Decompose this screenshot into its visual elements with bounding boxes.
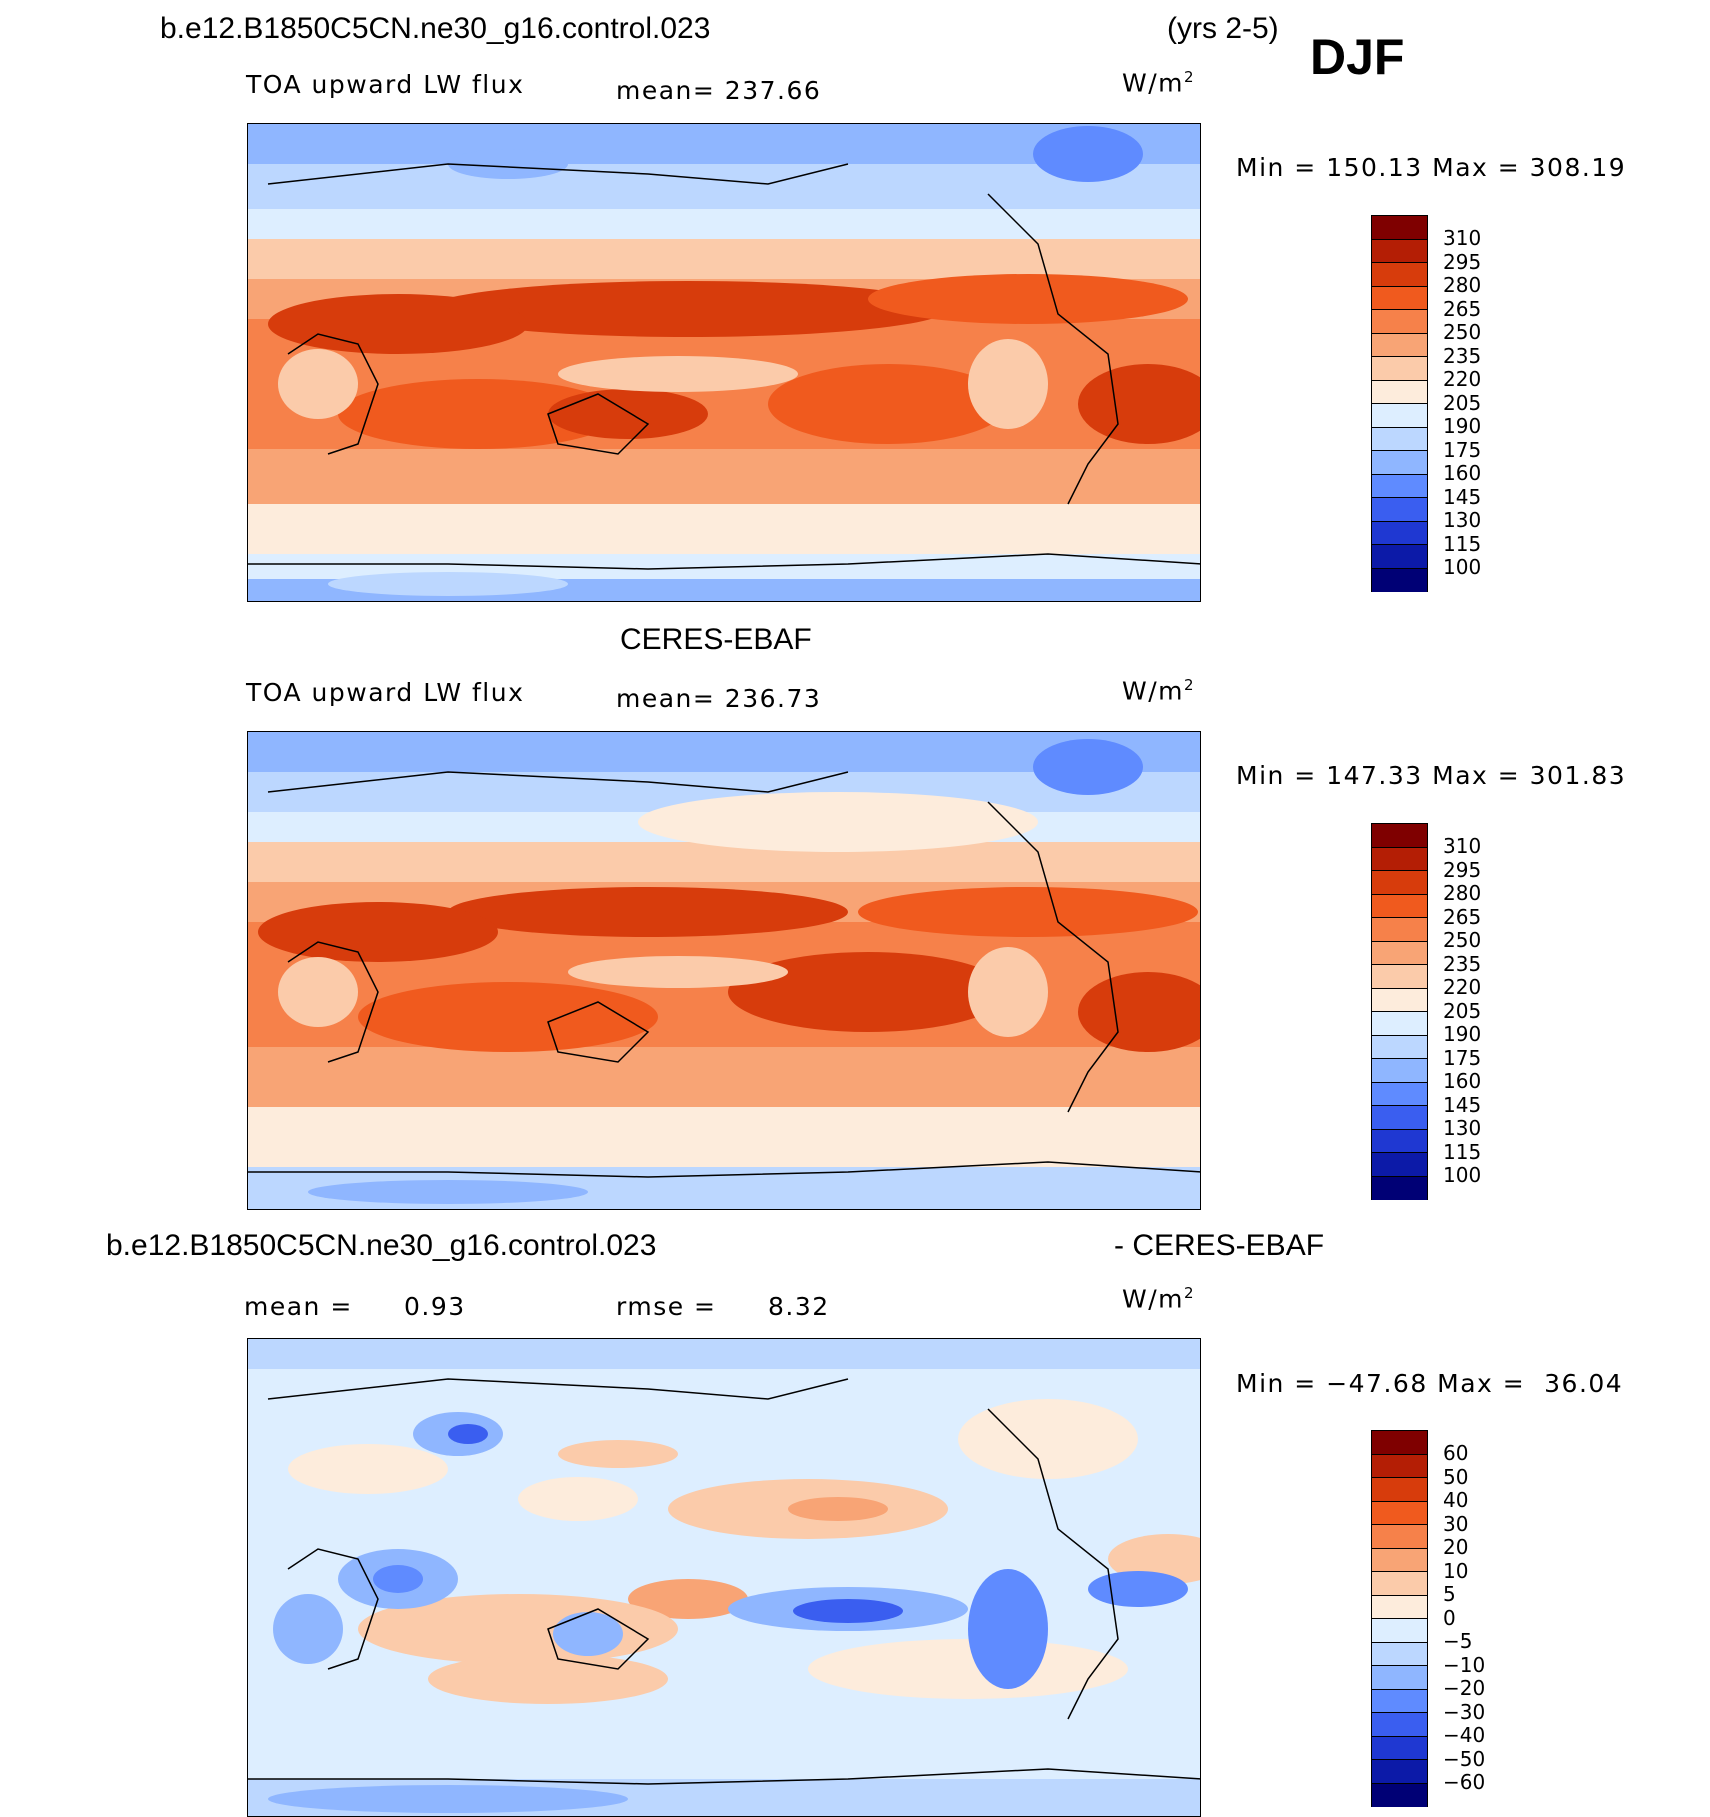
colorbar-tick-label: 145	[1443, 1092, 1482, 1117]
colorbar-tick-label: 220	[1443, 975, 1482, 999]
panel3-colorbar	[1371, 1430, 1428, 1807]
colorbar-tick-label: 50	[1443, 1464, 1469, 1489]
colorbar-tick-label: 295	[1443, 249, 1482, 274]
colorbar-tick-label: 310	[1443, 226, 1482, 250]
colorbar-tick-label: −60	[1443, 1770, 1486, 1794]
colorbar-tick-label: 250	[1443, 928, 1482, 952]
colorbar-tick-label: 60	[1443, 1441, 1469, 1465]
colorbar-tick-label: −10	[1443, 1652, 1486, 1677]
colorbar-tick-label: 20	[1443, 1535, 1469, 1559]
colorbar-tick-label: 265	[1443, 296, 1482, 321]
colorbar-tick-label: −20	[1443, 1676, 1486, 1700]
years-label: (yrs 2-5)	[1167, 12, 1279, 45]
colorbar-tick-label: 295	[1443, 857, 1482, 882]
colorbar-tick-label: 190	[1443, 1022, 1482, 1046]
colorbar-tick-label: 175	[1443, 1045, 1482, 1070]
panel2-mean-label: mean= 236.73	[616, 684, 822, 713]
colorbar-tick-label: 235	[1443, 343, 1482, 368]
colorbar-tick-label: 190	[1443, 414, 1482, 438]
colorbar-tick-label: 310	[1443, 834, 1482, 858]
panel3-map-field	[248, 1339, 1200, 1816]
panel3-rmse-label: rmse =	[616, 1292, 717, 1321]
panel3-title-left: b.e12.B1850C5CN.ne30_g16.control.023	[106, 1229, 657, 1262]
panel2-units-label: W/m2	[1122, 676, 1196, 706]
panel2-variable-label: TOA upward LW flux	[246, 678, 525, 707]
colorbar-tick-label: 130	[1443, 1116, 1482, 1140]
panel1-colorbar	[1371, 215, 1428, 592]
colorbar-tick-label: 205	[1443, 390, 1482, 415]
panel3-title-right: - CERES-EBAF	[1114, 1229, 1325, 1262]
colorbar-tick-label: 250	[1443, 320, 1482, 344]
panel2-minmax-label: Min = 147.33 Max = 301.83	[1236, 761, 1627, 790]
panel1-variable-label: TOA upward LW flux	[246, 70, 525, 99]
colorbar-tick-label: 10	[1443, 1558, 1469, 1583]
panel2-title: CERES-EBAF	[620, 623, 812, 656]
colorbar-tick-label: 205	[1443, 998, 1482, 1023]
season-label: DJF	[1310, 29, 1405, 85]
colorbar-tick-label: 145	[1443, 484, 1482, 509]
panel3-mean-label: mean =	[244, 1292, 353, 1321]
colorbar-tick-label: −30	[1443, 1699, 1486, 1724]
colorbar-tick-label: 220	[1443, 367, 1482, 391]
panel3-minmax-label: Min = −47.68 Max = 36.04	[1236, 1369, 1624, 1398]
panel2-map	[247, 731, 1201, 1210]
panel3-rmse-value: 8.32	[768, 1292, 830, 1321]
panel1-units-label: W/m2	[1122, 68, 1196, 98]
colorbar-tick-label: −5	[1443, 1629, 1473, 1653]
panel2-colorbar	[1371, 823, 1428, 1200]
panel3-map	[247, 1338, 1201, 1817]
case-title: b.e12.B1850C5CN.ne30_g16.control.023	[160, 12, 711, 45]
panel2-map-field	[248, 732, 1200, 1209]
colorbar-tick-label: 40	[1443, 1488, 1469, 1512]
colorbar-tick-label: 160	[1443, 1069, 1482, 1093]
colorbar-tick-label: 160	[1443, 461, 1482, 485]
colorbar-tick-label: 280	[1443, 881, 1482, 905]
colorbar-tick-label: 115	[1443, 1139, 1482, 1164]
colorbar-tick-label: 5	[1443, 1582, 1456, 1606]
colorbar-tick-label: 0	[1443, 1605, 1456, 1630]
panel1-mean-label: mean= 237.66	[616, 76, 822, 105]
panel3-mean-value: 0.93	[404, 1292, 466, 1321]
colorbar-tick-label: 130	[1443, 508, 1482, 532]
colorbar-tick-label: −40	[1443, 1723, 1486, 1747]
colorbar-tick-label: 175	[1443, 437, 1482, 462]
panel1-map	[247, 123, 1201, 602]
colorbar-tick-label: 30	[1443, 1511, 1469, 1536]
panel1-minmax-label: Min = 150.13 Max = 308.19	[1236, 153, 1627, 182]
colorbar-tick-label: 100	[1443, 1163, 1482, 1187]
colorbar-tick-label: 235	[1443, 951, 1482, 976]
colorbar-tick-label: 100	[1443, 555, 1482, 579]
colorbar-tick-label: −50	[1443, 1746, 1486, 1771]
colorbar-tick-label: 115	[1443, 531, 1482, 556]
colorbar-tick-label: 280	[1443, 273, 1482, 297]
panel3-units-label: W/m2	[1122, 1284, 1196, 1314]
panel1-map-field	[248, 124, 1200, 601]
colorbar-tick-label: 265	[1443, 904, 1482, 929]
